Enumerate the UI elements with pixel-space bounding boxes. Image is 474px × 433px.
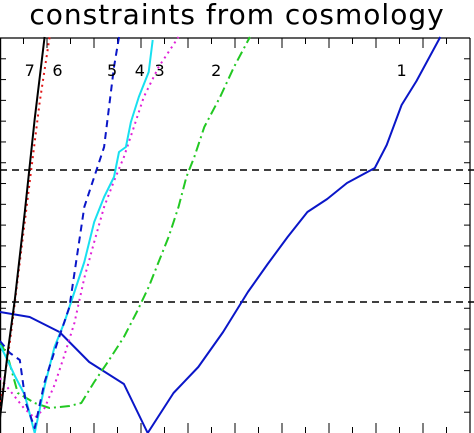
chart-title: constraints from cosmology [29,0,444,31]
curve-label-5: 5 [107,61,117,80]
axis-ticks [0,38,470,433]
series-line-7 [0,36,46,419]
series-line-5 [0,36,120,429]
curve-label-7: 7 [25,61,35,80]
curve-label-1: 1 [396,61,406,80]
series-line-1 [0,36,442,433]
curve-label-4: 4 [135,61,145,80]
curve-label-6: 6 [52,61,62,80]
curve-label-3: 3 [155,61,165,80]
series-group [0,36,442,433]
series-line-3 [0,36,180,419]
curve-labels: 1 2 345 67 [25,61,407,80]
series-line-2 [0,36,251,409]
plot-frame [0,37,471,433]
reference-lines [0,169,474,303]
curve-label-2: 2 [211,61,221,80]
